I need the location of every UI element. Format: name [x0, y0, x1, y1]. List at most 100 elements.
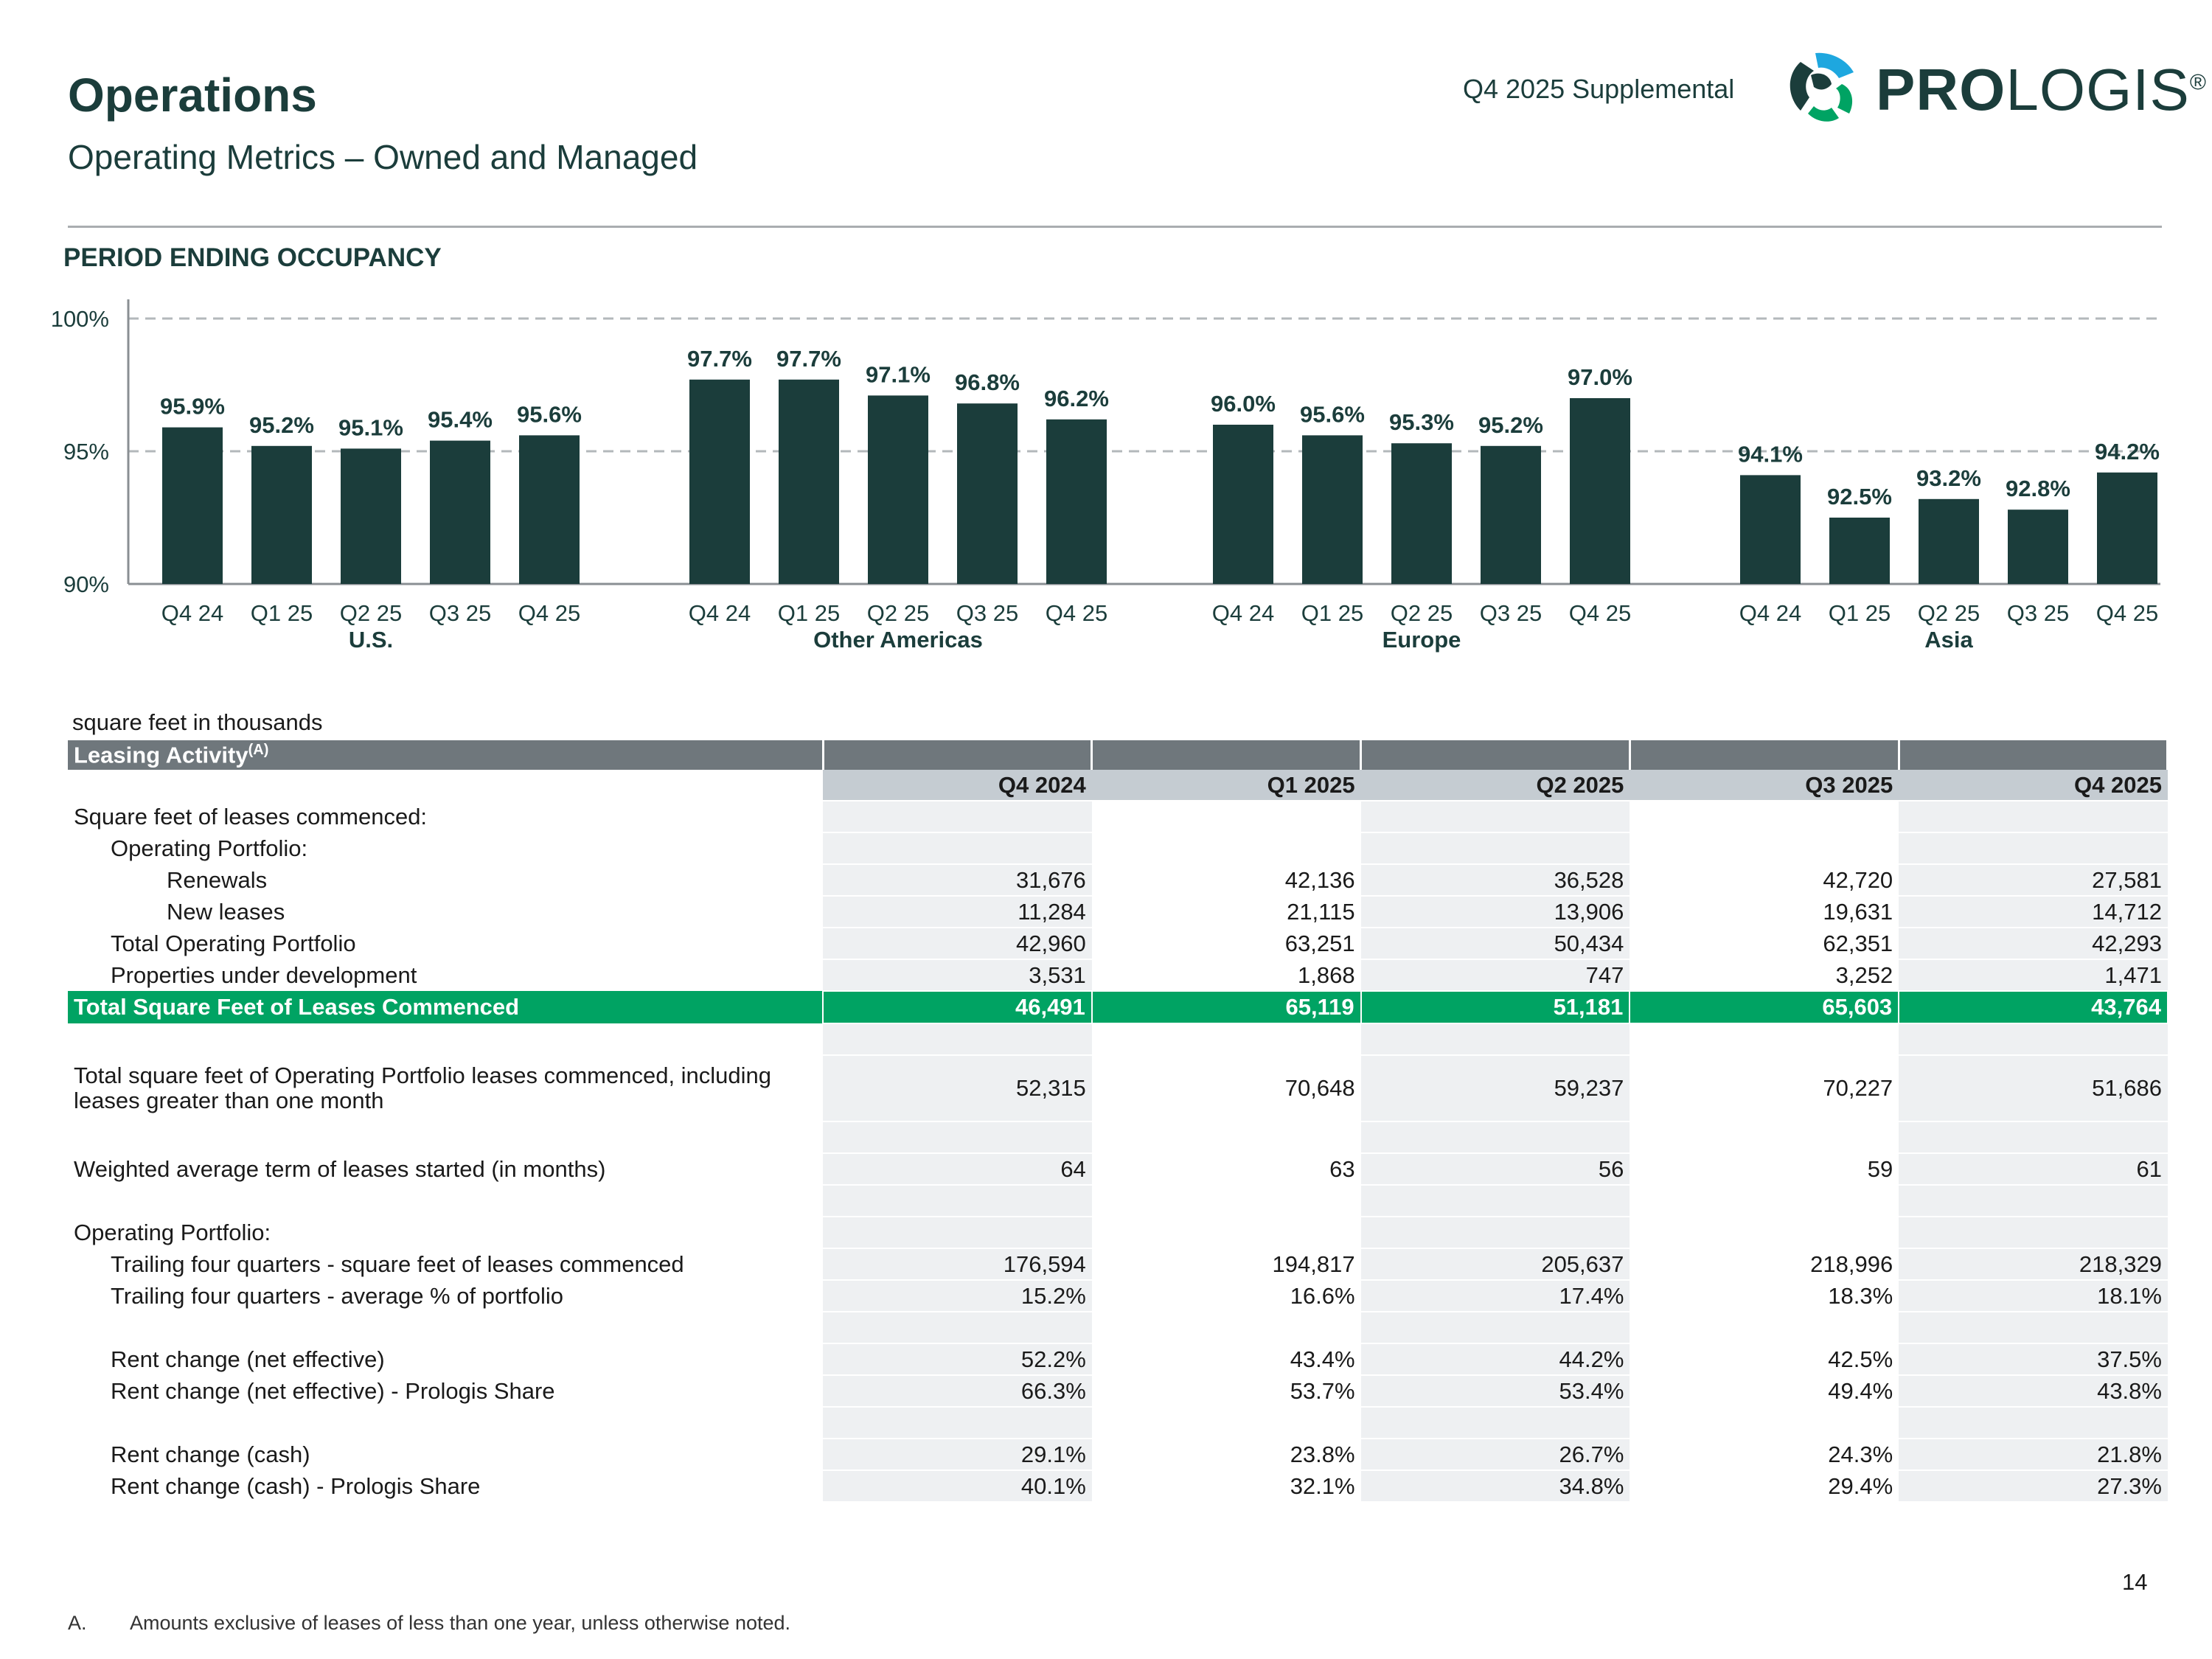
- bar: [2097, 472, 2157, 584]
- table-cell: 51,181: [1360, 991, 1631, 1024]
- table-cell: 43,764: [1899, 991, 2168, 1024]
- table-cell: 42,293: [1899, 927, 2168, 960]
- x-tick-label: Q1 25: [251, 600, 313, 626]
- row-label: Square feet of leases commenced:: [74, 803, 428, 830]
- table-cell: 194,817: [1091, 1248, 1361, 1281]
- table-cell: 70,648: [1091, 1055, 1361, 1122]
- x-tick-label: Q2 25: [1391, 600, 1453, 626]
- table-cell: 27.3%: [1899, 1470, 2168, 1503]
- supplemental-label: Q4 2025 Supplemental: [1463, 74, 1735, 104]
- table-cell: 14,712: [1899, 896, 2168, 928]
- table-row: Properties under development 3,531 1,868 74…: [68, 959, 2168, 992]
- bar: [1046, 419, 1107, 584]
- bar: [689, 379, 750, 584]
- table-cell: 56: [1360, 1153, 1630, 1186]
- footnote-ref: (A): [248, 741, 269, 758]
- y-tick-label: 95%: [63, 439, 109, 465]
- table-cell: 176,594: [823, 1248, 1092, 1281]
- x-tick-label: Q3 25: [956, 600, 1018, 626]
- table-cell: 21.8%: [1899, 1439, 2168, 1471]
- table-cell: 26.7%: [1360, 1439, 1630, 1471]
- row-label: Total Square Feet of Leases Commenced: [68, 991, 824, 1023]
- bar: [430, 440, 490, 584]
- x-tick-label: Q2 25: [1918, 600, 1980, 626]
- table-cell: 52,315: [823, 1055, 1092, 1122]
- x-tick-label: Q3 25: [2007, 600, 2069, 626]
- table-cell: 23.8%: [1091, 1439, 1361, 1471]
- x-tick-label: Q4 24: [1739, 600, 1801, 626]
- table-cell: 21,115: [1091, 896, 1361, 928]
- data-label: 92.5%: [1827, 484, 1892, 509]
- bar: [519, 435, 580, 584]
- table-row: Total square feet of Operating Portfolio…: [68, 1055, 2168, 1122]
- data-label: 95.4%: [428, 407, 493, 433]
- table-cell: 1,868: [1091, 959, 1361, 992]
- table-cell: 43.4%: [1091, 1343, 1361, 1376]
- data-label: 95.6%: [517, 401, 582, 427]
- data-label: 94.1%: [1738, 441, 1803, 467]
- x-tick-label: Q4 24: [1212, 600, 1274, 626]
- x-tick-label: Q4 24: [689, 600, 751, 626]
- data-label: 97.1%: [866, 361, 931, 387]
- x-tick-label: Q4 25: [518, 600, 580, 626]
- table-cell: 29.1%: [823, 1439, 1092, 1471]
- table-cell: 70,227: [1630, 1055, 1899, 1122]
- table-cell: 42,720: [1630, 864, 1899, 897]
- spacer-row: [68, 1121, 2168, 1154]
- data-label: 96.0%: [1211, 391, 1276, 417]
- data-label: 97.7%: [776, 346, 841, 372]
- table-cell: 40.1%: [823, 1470, 1092, 1503]
- logo-text-light: LOGIS: [2006, 57, 2190, 122]
- table-cell: 37.5%: [1899, 1343, 2168, 1376]
- table-row: Rent change (cash) 29.1% 23.8% 26.7% 24.3% 21…: [68, 1439, 2168, 1471]
- x-tick-label: Q3 25: [1480, 600, 1542, 626]
- row-label: Trailing four quarters - average % of po…: [111, 1282, 563, 1309]
- bar: [868, 395, 928, 584]
- table-cell: 34.8%: [1360, 1470, 1630, 1503]
- bar: [1829, 518, 1890, 584]
- x-tick-label: Q1 25: [1301, 600, 1363, 626]
- row-label: Rent change (cash): [111, 1441, 310, 1467]
- section-row: Operating Portfolio:: [68, 832, 2168, 865]
- row-label: Properties under development: [111, 961, 417, 988]
- bar: [957, 403, 1018, 584]
- table-cell: 24.3%: [1630, 1439, 1899, 1471]
- leasing-activity-table: Leasing Activity(A) Q4 2024 Q1 2025 Q2 2…: [68, 740, 2169, 1503]
- header-divider: [68, 226, 2162, 228]
- x-tick-label: Q4 25: [1569, 600, 1631, 626]
- row-label: Operating Portfolio:: [111, 835, 308, 861]
- table-cell: 53.4%: [1360, 1375, 1630, 1408]
- table-cell: 747: [1360, 959, 1630, 992]
- page-title: Operations: [68, 69, 317, 122]
- column-header: Q4 2025: [1899, 770, 2168, 801]
- table-title: Leasing Activity(A): [68, 740, 824, 770]
- page-number: 14: [2122, 1569, 2148, 1595]
- footnote-letter: A.: [68, 1612, 87, 1634]
- table-cell: 59: [1630, 1153, 1899, 1186]
- table-cell: 36,528: [1360, 864, 1630, 897]
- table-cell: 46,491: [823, 991, 1093, 1024]
- spacer-row: [68, 1185, 2168, 1217]
- bar: [1919, 498, 1979, 584]
- x-tick-label: Q3 25: [429, 600, 491, 626]
- table-row: Rent change (net effective) - Prologis S…: [68, 1375, 2168, 1408]
- bar: [1391, 443, 1452, 584]
- row-label: Trailing four quarters - square feet of …: [111, 1251, 684, 1277]
- x-tick-label: Q4 25: [1046, 600, 1107, 626]
- bar: [779, 379, 839, 584]
- data-label: 95.2%: [249, 412, 314, 438]
- bar: [162, 427, 223, 584]
- table-cell: 64: [823, 1153, 1092, 1186]
- logo-registered: ®: [2189, 70, 2207, 95]
- data-label: 96.2%: [1044, 386, 1109, 411]
- table-cell: 11,284: [823, 896, 1092, 928]
- table-cell: 1,471: [1899, 959, 2168, 992]
- table-cell: 29.4%: [1630, 1470, 1899, 1503]
- table-cell: 61: [1899, 1153, 2168, 1186]
- table-cell: 3,531: [823, 959, 1092, 992]
- table-cell: 18.3%: [1630, 1280, 1899, 1312]
- column-header-row: Q4 2024 Q1 2025 Q2 2025 Q3 2025 Q4 2025: [68, 770, 2168, 801]
- row-label: Total Operating Portfolio: [111, 930, 356, 956]
- table-row: Trailing four quarters - average % of po…: [68, 1280, 2168, 1312]
- section-row: Operating Portfolio:: [68, 1217, 2168, 1249]
